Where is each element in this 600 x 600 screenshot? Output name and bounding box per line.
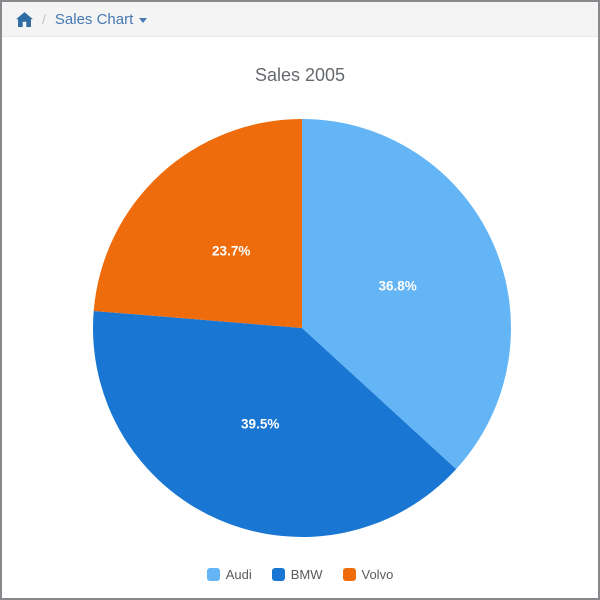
pie-slice-bmw[interactable] — [93, 310, 457, 537]
legend-swatch-audi — [206, 568, 220, 581]
caret-down-icon — [139, 17, 148, 23]
legend-label-volvo: Volvo — [361, 567, 394, 582]
breadcrumb: / Sales Chart — [2, 2, 598, 37]
legend-item-bmw[interactable]: BMW — [271, 567, 323, 582]
legend-swatch-volvo — [342, 568, 356, 581]
chart-legend: Audi BMW Volvo — [2, 567, 598, 582]
home-icon[interactable] — [16, 11, 33, 27]
breadcrumb-current-dropdown[interactable]: Sales Chart — [54, 10, 148, 28]
pie-slice-volvo[interactable] — [93, 119, 302, 328]
legend-item-audi[interactable]: Audi — [206, 567, 252, 582]
pie-slice-audi[interactable] — [302, 119, 511, 470]
breadcrumb-current-label: Sales Chart — [54, 10, 134, 28]
legend-item-volvo[interactable]: Volvo — [342, 567, 394, 582]
legend-label-bmw: BMW — [290, 567, 323, 582]
legend-swatch-bmw — [271, 568, 285, 581]
legend-label-audi: Audi — [225, 567, 252, 582]
breadcrumb-separator: / — [42, 11, 46, 27]
chart-title: Sales 2005 — [254, 65, 346, 85]
